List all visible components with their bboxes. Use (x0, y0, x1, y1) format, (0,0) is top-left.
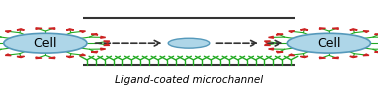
Polygon shape (301, 29, 308, 30)
Polygon shape (49, 28, 55, 29)
Polygon shape (268, 48, 274, 50)
Polygon shape (301, 56, 308, 58)
Polygon shape (375, 34, 378, 35)
Text: Ligand-coated microchannel: Ligand-coated microchannel (115, 75, 263, 85)
Polygon shape (268, 36, 274, 38)
Text: Cell: Cell (317, 37, 341, 50)
Polygon shape (66, 56, 74, 58)
Polygon shape (104, 41, 110, 42)
Polygon shape (104, 44, 110, 45)
Polygon shape (101, 36, 106, 38)
Polygon shape (91, 51, 98, 53)
Polygon shape (332, 57, 338, 58)
Polygon shape (79, 54, 85, 56)
Polygon shape (265, 41, 271, 42)
Polygon shape (375, 51, 378, 53)
Polygon shape (319, 57, 325, 58)
Polygon shape (36, 28, 42, 29)
Polygon shape (289, 31, 295, 32)
Polygon shape (5, 54, 11, 56)
Polygon shape (350, 56, 357, 58)
Polygon shape (363, 31, 369, 32)
Polygon shape (17, 29, 25, 30)
Polygon shape (79, 31, 85, 32)
Polygon shape (66, 29, 74, 30)
Polygon shape (363, 54, 369, 56)
Polygon shape (36, 57, 42, 58)
Text: Cell: Cell (34, 37, 57, 50)
Polygon shape (276, 51, 283, 53)
Polygon shape (265, 44, 271, 45)
Polygon shape (276, 34, 283, 35)
Polygon shape (5, 31, 11, 32)
Polygon shape (17, 56, 25, 58)
Polygon shape (350, 29, 357, 30)
Circle shape (287, 33, 370, 53)
Polygon shape (101, 48, 106, 50)
Polygon shape (332, 28, 338, 29)
Polygon shape (289, 54, 295, 56)
Circle shape (4, 33, 87, 53)
Polygon shape (91, 34, 98, 35)
Polygon shape (49, 57, 55, 58)
Circle shape (168, 38, 210, 48)
Polygon shape (319, 28, 325, 29)
